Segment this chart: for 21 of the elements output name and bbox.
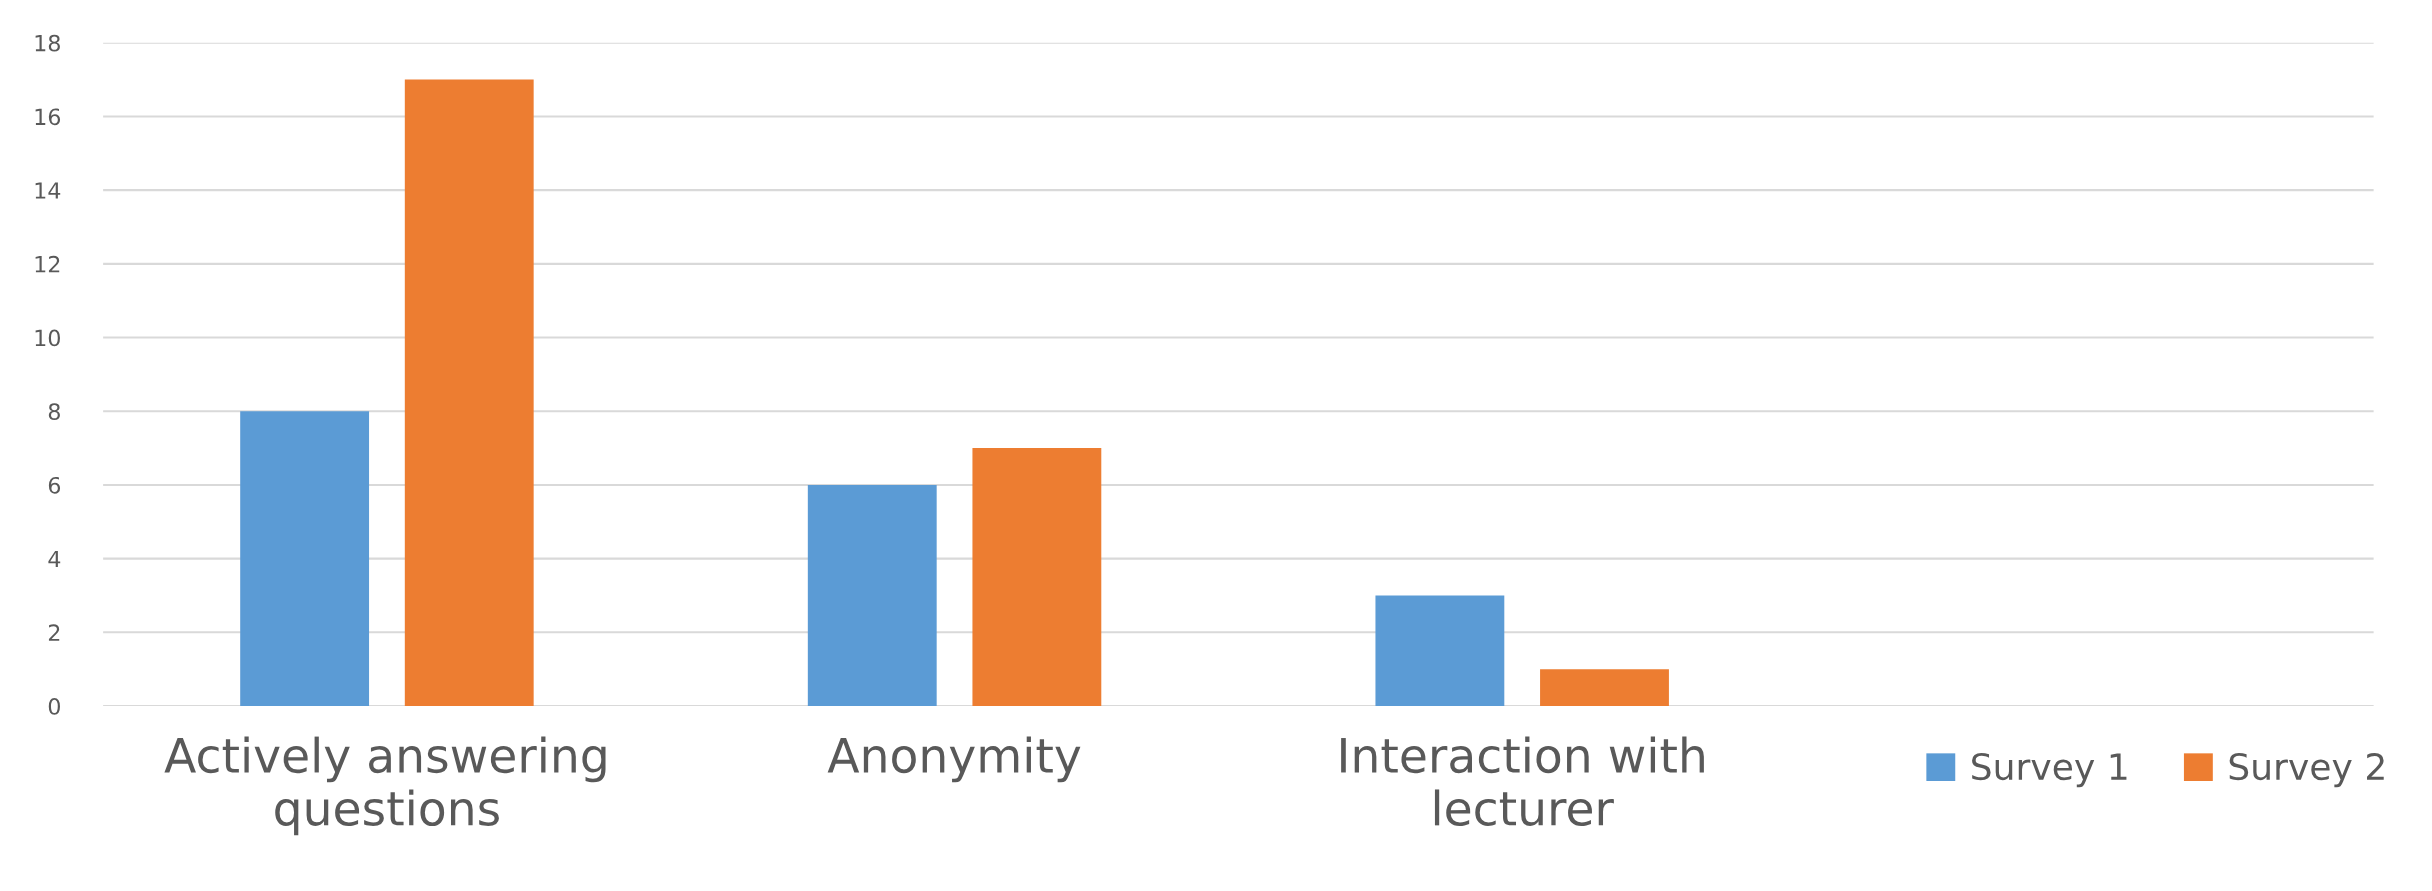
legend-label: Survey 2 bbox=[2229, 752, 2384, 788]
y-tick-label: 12 bbox=[35, 255, 60, 273]
y-tick-label: 2 bbox=[48, 624, 60, 641]
bar bbox=[1375, 595, 1505, 707]
bar bbox=[1540, 669, 1669, 707]
bar bbox=[972, 448, 1102, 707]
x-tick-label: Actively answering questions bbox=[164, 736, 606, 836]
y-tick-label: 4 bbox=[48, 550, 61, 568]
bar bbox=[240, 411, 370, 707]
y-tick-label: 10 bbox=[35, 329, 60, 347]
bar bbox=[404, 79, 534, 707]
x-tick-label: Interaction with lecturer bbox=[1341, 736, 1704, 827]
y-tick-label: 14 bbox=[35, 182, 61, 199]
legend-label: Survey 1 bbox=[1972, 752, 2127, 788]
x-tick-label: Anonymity bbox=[827, 736, 1081, 783]
y-tick-label: 0 bbox=[48, 697, 60, 715]
y-tick-label: 6 bbox=[48, 476, 61, 494]
y-tick-label: 18 bbox=[35, 34, 60, 52]
bar bbox=[807, 484, 937, 707]
y-tick-label: 16 bbox=[35, 108, 61, 126]
y-tick-label: 8 bbox=[48, 403, 60, 420]
